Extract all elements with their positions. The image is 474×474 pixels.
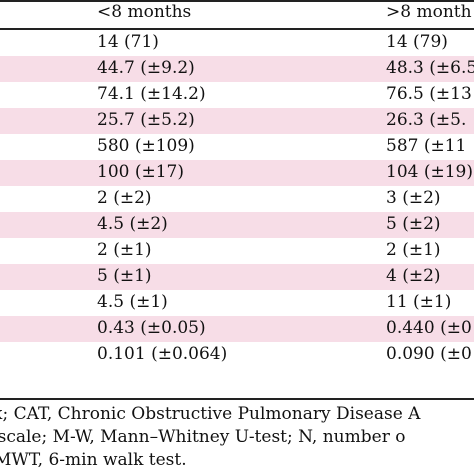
table-row: 74.1 (±14.2) 76.5 (±13 [0, 82, 474, 108]
table-row: 14 (71) 14 (79) [0, 30, 474, 56]
cell-under-8-months: 2 (±2) [97, 188, 152, 208]
cell-under-8-months: 25.7 (±5.2) [97, 110, 195, 130]
table-row: 25.7 (±5.2) 26.3 (±5. [0, 108, 474, 134]
cell-over-8-months: 2 (±1) [386, 240, 441, 260]
cell-over-8-months: 3 (±2) [386, 188, 441, 208]
footnote-line-1: dex; CAT, Chronic Obstructive Pulmonary … [0, 404, 421, 424]
table-row: 5 (±1) 4 (±2) [0, 264, 474, 290]
cell-under-8-months: 4.5 (±1) [97, 292, 168, 312]
cell-over-8-months: 14 (79) [386, 32, 448, 52]
table-row: 0.101 (±0.064) 0.090 (±0 [0, 342, 474, 368]
cell-under-8-months: 100 (±17) [97, 162, 184, 182]
cell-over-8-months: 76.5 (±13 [386, 84, 472, 104]
cell-over-8-months: 5 (±2) [386, 214, 441, 234]
footnote-line-3: ; 6MWT, 6-min walk test. [0, 450, 187, 470]
table-row: 100 (±17) 104 (±19) [0, 160, 474, 186]
cell-over-8-months: 0.440 (±0 [386, 318, 472, 338]
cell-under-8-months: 4.5 (±2) [97, 214, 168, 234]
table-row: 0.43 (±0.05) 0.440 (±0 [0, 316, 474, 342]
header-over-8-months: >8 month [386, 2, 472, 22]
cell-under-8-months: 0.43 (±0.05) [97, 318, 206, 338]
table-row: 4.5 (±2) 5 (±2) [0, 212, 474, 238]
table-row: 44.7 (±9.2) 48.3 (±6.5 [0, 56, 474, 82]
header-under-8-months: <8 months [97, 2, 192, 22]
cell-over-8-months: 11 (±1) [386, 292, 452, 312]
cell-over-8-months: 48.3 (±6.5 [386, 58, 474, 78]
table-row: 2 (±1) 2 (±1) [0, 238, 474, 264]
footnote-line-2: ea scale; M-W, Mann–Whitney U-test; N, n… [0, 427, 406, 447]
cell-under-8-months: 5 (±1) [97, 266, 152, 286]
cell-under-8-months: 0.101 (±0.064) [97, 344, 228, 364]
table-row: 4.5 (±1) 11 (±1) [0, 290, 474, 316]
cell-under-8-months: 74.1 (±14.2) [97, 84, 206, 104]
cell-over-8-months: 587 (±11 [386, 136, 467, 156]
cell-under-8-months: 14 (71) [97, 32, 159, 52]
cell-under-8-months: 44.7 (±9.2) [97, 58, 195, 78]
cell-over-8-months: 4 (±2) [386, 266, 441, 286]
header-rule [0, 28, 474, 30]
cell-over-8-months: 0.090 (±0 [386, 344, 472, 364]
cell-under-8-months: 2 (±1) [97, 240, 152, 260]
cell-over-8-months: 104 (±19) [386, 162, 473, 182]
cell-over-8-months: 26.3 (±5. [386, 110, 467, 130]
table-row: 2 (±2) 3 (±2) [0, 186, 474, 212]
table-top-rule [0, 0, 474, 2]
table-bottom-rule [0, 398, 474, 400]
cell-under-8-months: 580 (±109) [97, 136, 195, 156]
table-row: 580 (±109) 587 (±11 [0, 134, 474, 160]
